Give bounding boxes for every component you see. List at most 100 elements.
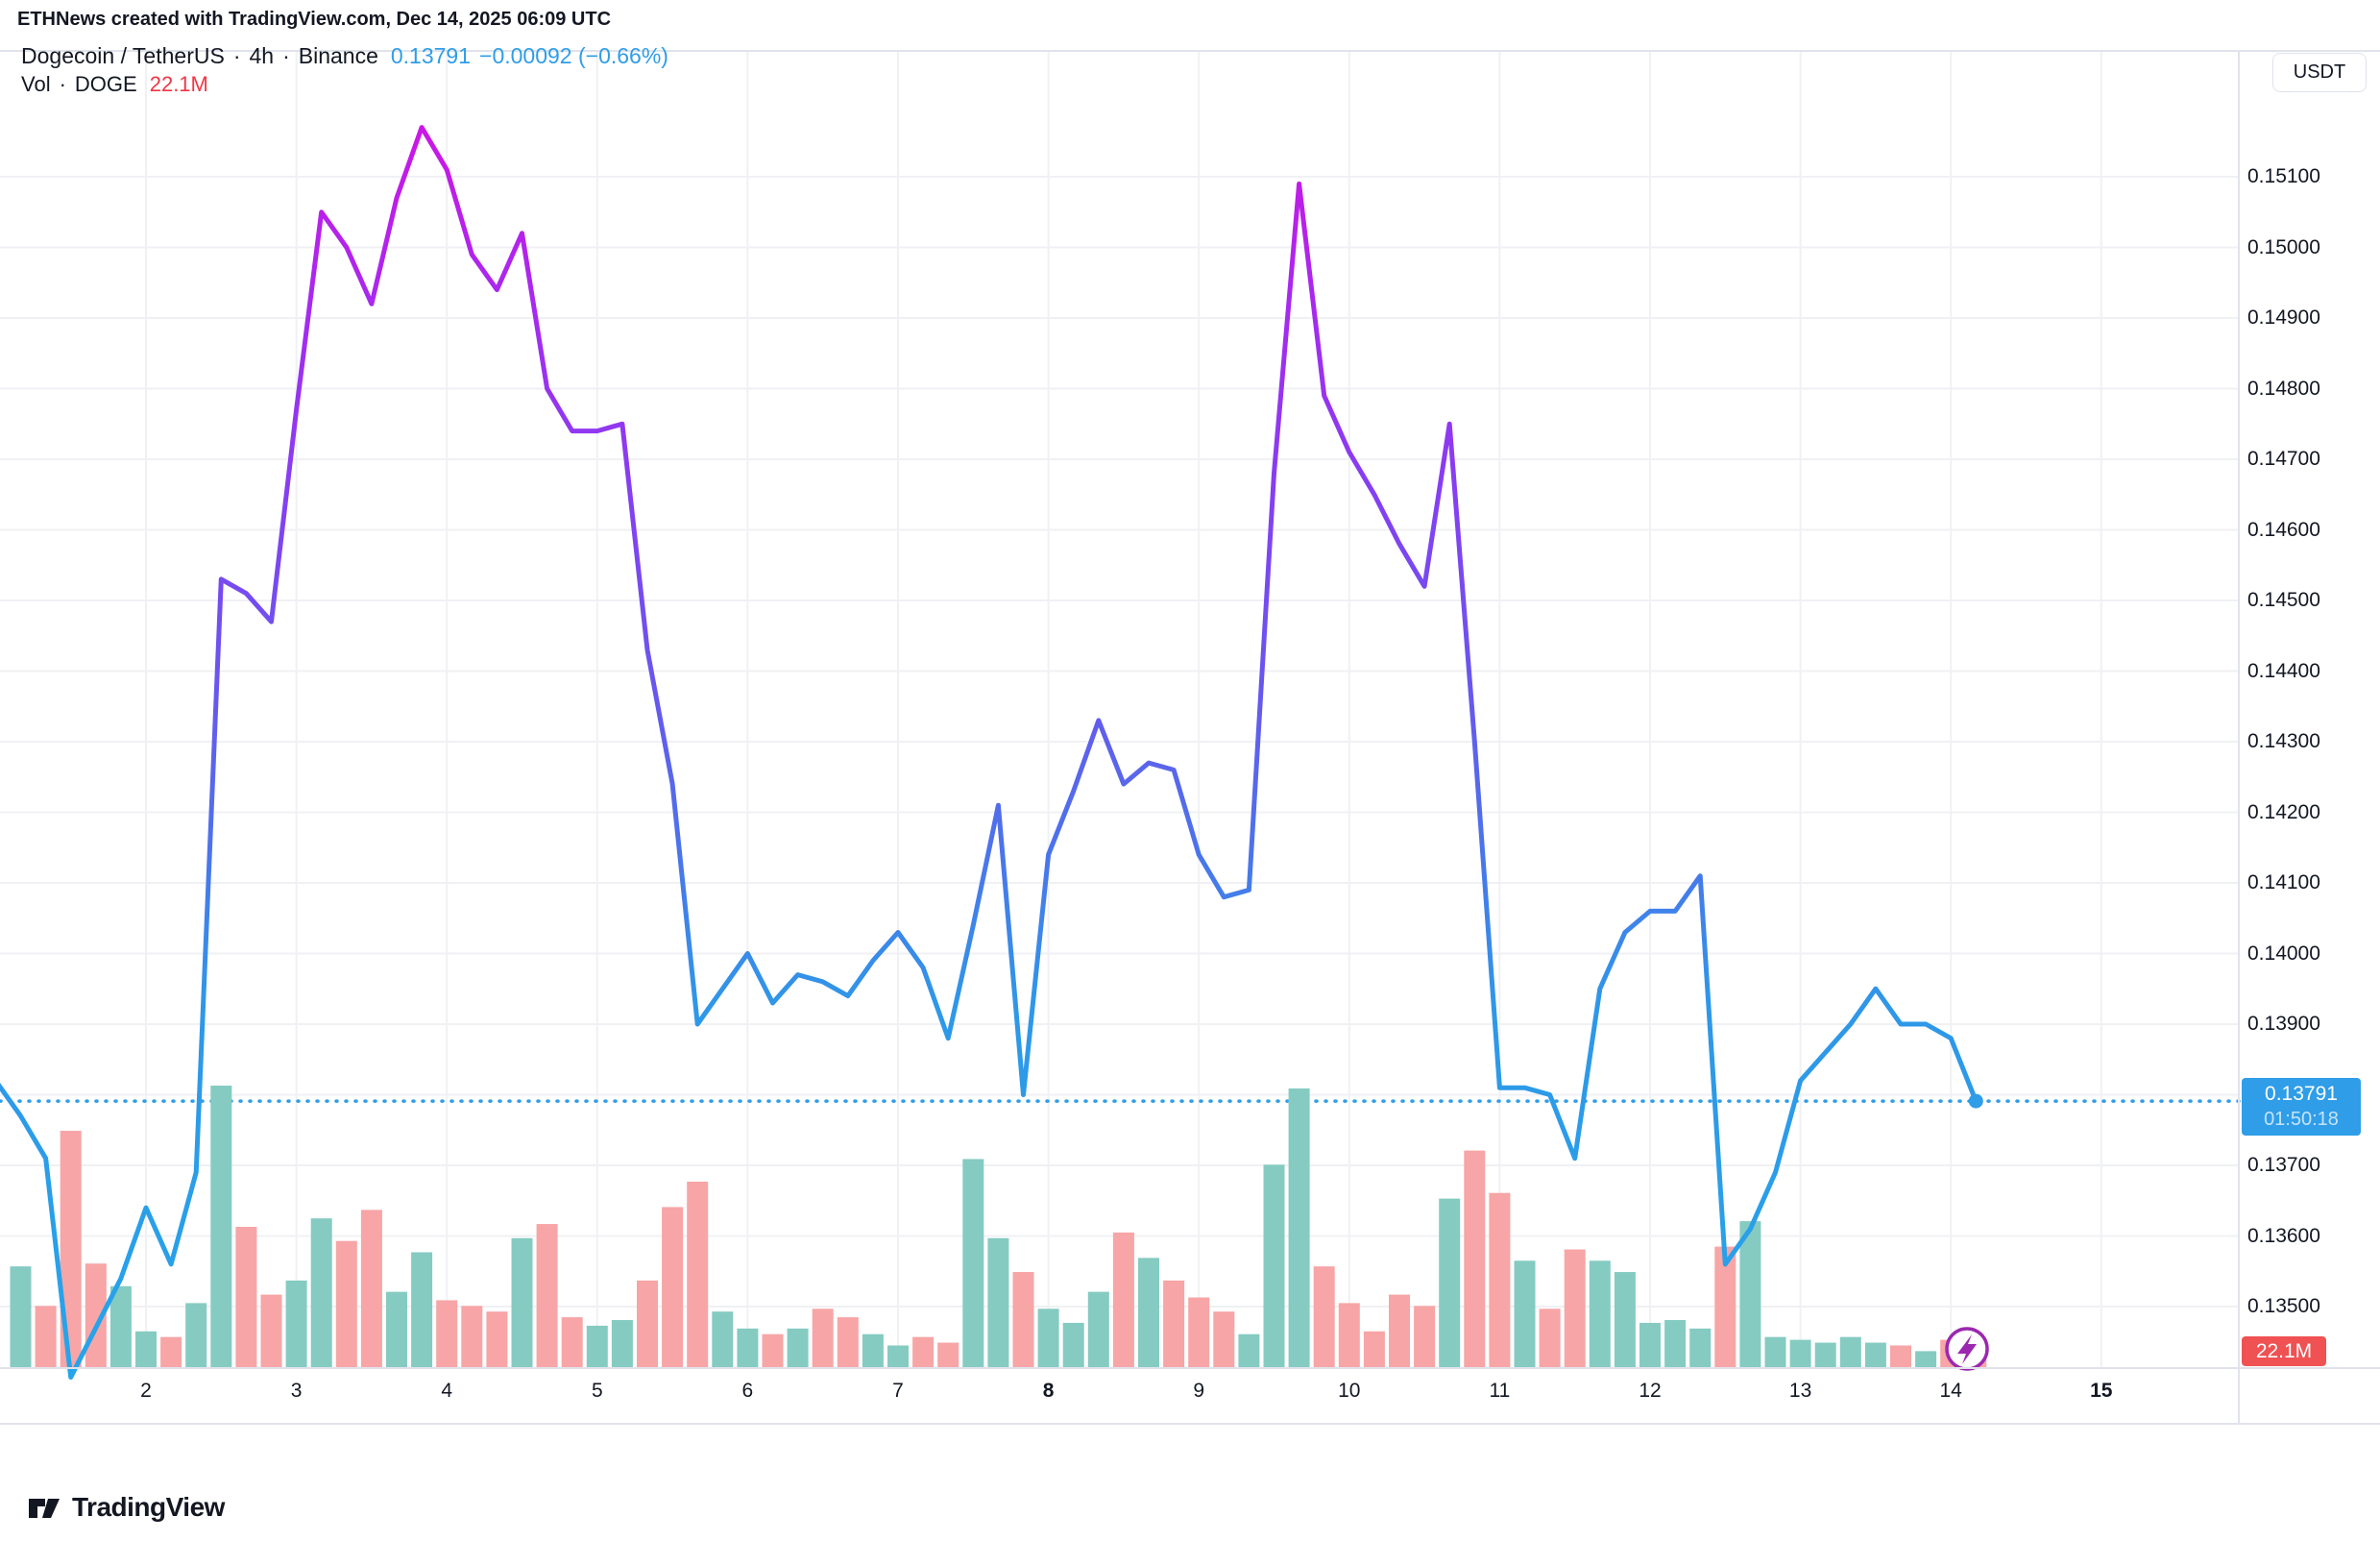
volume-bar — [1614, 1272, 1636, 1368]
volume-layer — [10, 1086, 1987, 1368]
volume-bar — [1890, 1345, 1911, 1368]
time-tick-label: 15 — [2090, 1380, 2113, 1402]
price-tick-label: 0.15000 — [2247, 235, 2320, 258]
currency-toggle-button[interactable]: USDT — [2272, 53, 2367, 92]
tradingview-logo-text: TradingView — [72, 1492, 225, 1522]
volume-bar — [260, 1294, 282, 1368]
price-tick-label: 0.14000 — [2247, 942, 2320, 965]
time-tick-label: 3 — [290, 1380, 303, 1402]
legend-symbol-row: Dogecoin / TetherUS · 4h · Binance 0.137… — [21, 42, 668, 69]
volume-bar — [1138, 1258, 1159, 1368]
volume-bar — [235, 1227, 257, 1368]
price-tick-label: 0.14900 — [2247, 306, 2320, 329]
volume-bar — [862, 1333, 884, 1368]
volume-bar — [561, 1317, 583, 1368]
legend-vol-label[interactable]: Vol — [21, 71, 51, 96]
volume-bar — [1514, 1260, 1536, 1368]
volume-bar — [60, 1131, 82, 1368]
time-tick-label: 14 — [1939, 1380, 1962, 1402]
time-tick-label: 10 — [1338, 1380, 1361, 1402]
volume-bar — [887, 1345, 909, 1368]
legend-interval[interactable]: 4h — [249, 42, 275, 68]
volume-bar — [1539, 1309, 1561, 1368]
price-tick-label: 0.14300 — [2247, 730, 2320, 752]
volume-bar — [1864, 1342, 1886, 1368]
price-tick-label: 0.14100 — [2247, 871, 2320, 893]
volume-bar — [461, 1306, 483, 1368]
volume-bar — [812, 1309, 834, 1368]
volume-bar — [1639, 1322, 1661, 1368]
volume-bar — [1363, 1331, 1385, 1368]
price-tick-label: 0.14600 — [2247, 518, 2320, 541]
legend-volume-row: Vol · DOGE 22.1M — [21, 71, 668, 97]
volume-bar — [536, 1224, 558, 1368]
legend-symbol[interactable]: Dogecoin / TetherUS — [21, 42, 225, 68]
tradingview-logo[interactable]: TradingView — [27, 1490, 225, 1525]
volume-bar — [1288, 1088, 1310, 1368]
volume-bar — [1439, 1198, 1461, 1368]
volume-bar — [662, 1207, 684, 1368]
volume-bar — [109, 1285, 132, 1368]
legend-vol-symbol[interactable]: DOGE — [74, 71, 137, 96]
price-tick-label: 0.14500 — [2247, 589, 2320, 611]
volume-bar — [1263, 1164, 1285, 1368]
volume-bar — [837, 1317, 859, 1368]
flash-icon[interactable] — [1945, 1327, 1989, 1371]
volume-bar — [436, 1300, 458, 1368]
volume-bar — [386, 1291, 407, 1368]
volume-bar — [1789, 1339, 1811, 1368]
volume-bar — [160, 1336, 182, 1368]
chart-legend: Dogecoin / TetherUS · 4h · Binance 0.137… — [21, 42, 668, 97]
legend-separator: · — [282, 42, 290, 68]
volume-bar — [712, 1311, 734, 1368]
volume-bar — [1689, 1328, 1712, 1368]
attribution-text: ETHNews created with TradingView.com, De… — [17, 9, 612, 30]
volume-bar — [1213, 1311, 1235, 1368]
legend-exchange[interactable]: Binance — [298, 42, 378, 68]
time-tick-label: 8 — [1042, 1380, 1055, 1402]
volume-bar — [486, 1311, 508, 1368]
volume-bar — [1389, 1294, 1410, 1368]
volume-bar — [687, 1181, 709, 1368]
price-tick-label: 0.14700 — [2247, 448, 2320, 470]
volume-bar — [1739, 1221, 1761, 1368]
volume-bar — [35, 1306, 57, 1368]
legend-separator: · — [59, 71, 66, 96]
last-price-dot — [1968, 1093, 1983, 1109]
price-tick-label: 0.14400 — [2247, 659, 2320, 682]
legend-change: −0.00092 (−0.66%) — [479, 42, 668, 68]
volume-bar — [1313, 1266, 1335, 1368]
price-tick-label: 0.13700 — [2247, 1154, 2320, 1176]
volume-bar — [1489, 1192, 1511, 1368]
volume-bar — [1714, 1246, 1736, 1368]
time-tick-label: 6 — [741, 1380, 754, 1402]
volume-bar — [937, 1342, 959, 1368]
volume-bar — [1764, 1336, 1786, 1368]
time-tick-label: 13 — [1788, 1380, 1812, 1402]
volume-bar — [912, 1336, 935, 1368]
volume-bar — [1915, 1351, 1937, 1368]
price-tick-label: 0.14800 — [2247, 377, 2320, 400]
time-tick-label: 11 — [1489, 1380, 1511, 1402]
legend-last-price: 0.13791 — [390, 42, 472, 68]
volume-bar — [787, 1328, 809, 1368]
time-tick-label: 4 — [441, 1380, 453, 1402]
volume-bar — [611, 1320, 633, 1368]
volume-bar — [1464, 1150, 1486, 1368]
bar-countdown: 01:50:18 — [2264, 1109, 2339, 1131]
volume-bar — [962, 1159, 984, 1368]
price-tick-label: 0.13600 — [2247, 1224, 2320, 1247]
volume-bar — [1338, 1303, 1360, 1368]
volume-bar — [1589, 1260, 1611, 1368]
volume-bar — [637, 1280, 658, 1368]
time-tick-label: 7 — [892, 1380, 904, 1402]
time-tick-label: 12 — [1639, 1380, 1662, 1402]
legend-vol-value: 22.1M — [149, 71, 208, 96]
volume-bar — [1163, 1280, 1185, 1368]
volume-bar — [1839, 1336, 1861, 1368]
price-tick-label: 0.15100 — [2247, 165, 2320, 187]
volume-bar — [1188, 1297, 1210, 1368]
time-tick-label: 5 — [591, 1380, 603, 1402]
